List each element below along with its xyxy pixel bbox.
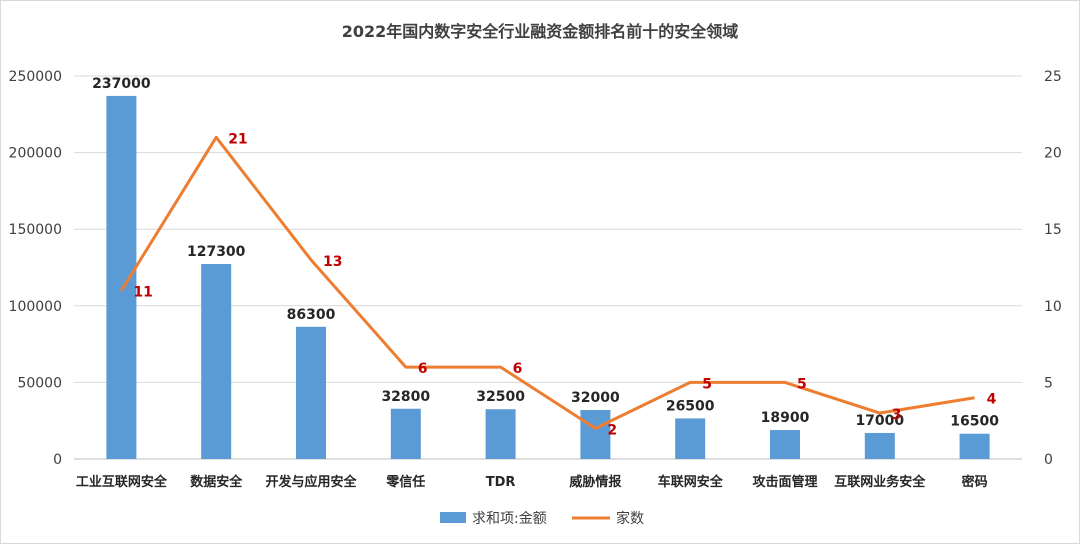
line-data-label: 2 <box>607 422 617 438</box>
category-label: 互联网业务安全 <box>834 474 926 490</box>
chart-title: 2022年国内数字安全行业融资金额排名前十的安全领域 <box>342 22 739 41</box>
category-label: 密码 <box>961 474 988 490</box>
category-label: 零信任 <box>385 474 425 490</box>
right-tick-label: 20 <box>1044 146 1062 162</box>
bar-series: 237000 127300 86300 32800 32500 32000 26500 189… <box>92 76 999 459</box>
legend: 求和项:金额 家数 <box>440 510 644 527</box>
bar <box>770 430 800 459</box>
bar-data-label: 17000 <box>855 413 904 429</box>
bar-data-label: 237000 <box>92 76 151 92</box>
left-tick-label: 250000 <box>9 69 62 85</box>
line-data-label: 13 <box>323 254 342 270</box>
line-data-label: 5 <box>797 376 807 392</box>
line-data-label: 4 <box>987 392 997 408</box>
bar-data-label: 18900 <box>761 410 810 426</box>
bar <box>485 409 516 459</box>
bar-data-label: 26500 <box>666 398 715 414</box>
bar <box>959 433 990 459</box>
category-label: 威胁情报 <box>569 474 622 490</box>
left-tick-label: 50000 <box>17 375 62 391</box>
bar <box>390 408 421 459</box>
line-path <box>120 135 975 430</box>
right-tick-label: 15 <box>1044 222 1062 238</box>
line-data-label: 3 <box>892 407 902 423</box>
category-label: 车联网安全 <box>658 474 724 490</box>
line-series: 11 21 13 6 6 2 5 5 3 4 <box>120 131 997 438</box>
legend-label-line: 家数 <box>616 510 644 527</box>
category-label: 攻击面管理 <box>752 474 817 490</box>
category-label: 工业互联网安全 <box>76 474 168 490</box>
left-tick-label: 150000 <box>9 222 62 238</box>
bar <box>296 326 326 459</box>
bar-data-label: 127300 <box>187 244 246 260</box>
category-label: 数据安全 <box>190 474 243 490</box>
bar-data-label: 86300 <box>287 307 336 323</box>
line-data-label: 6 <box>418 361 428 377</box>
line-data-label: 11 <box>133 284 152 300</box>
bar-data-label: 32000 <box>571 390 620 406</box>
legend-label-bar: 求和项:金额 <box>472 511 547 527</box>
left-axis-ticks: 0 50000 100000 150000 200000 250000 <box>9 69 62 468</box>
bar <box>201 263 232 459</box>
line-data-label: 21 <box>228 131 247 147</box>
line-data-label: 6 <box>513 361 523 377</box>
category-label: 开发与应用安全 <box>265 474 357 490</box>
left-tick-label: 100000 <box>9 299 62 315</box>
right-tick-label: 10 <box>1044 299 1062 315</box>
gridlines <box>74 75 1022 460</box>
right-tick-label: 0 <box>1044 452 1053 468</box>
bar <box>106 95 137 459</box>
left-tick-label: 200000 <box>9 146 62 162</box>
legend-swatch-bar <box>440 512 466 523</box>
right-tick-label: 25 <box>1044 69 1062 85</box>
bar <box>580 409 611 459</box>
line-data-label: 5 <box>702 376 712 392</box>
bar <box>675 418 706 459</box>
left-tick-label: 0 <box>53 452 62 468</box>
bar-data-label: 16500 <box>950 414 999 430</box>
right-axis-ticks: 0 5 10 15 20 25 <box>1044 69 1062 468</box>
bar-data-label: 32800 <box>381 389 430 405</box>
category-labels: 工业互联网安全 数据安全 开发与应用安全 零信任 TDR 威胁情报 车联网安全 攻击面管理 互联… <box>76 474 988 490</box>
right-tick-label: 5 <box>1044 375 1053 391</box>
bar-data-label: 32500 <box>476 389 525 405</box>
bar <box>864 432 895 459</box>
category-label: TDR <box>486 475 516 490</box>
